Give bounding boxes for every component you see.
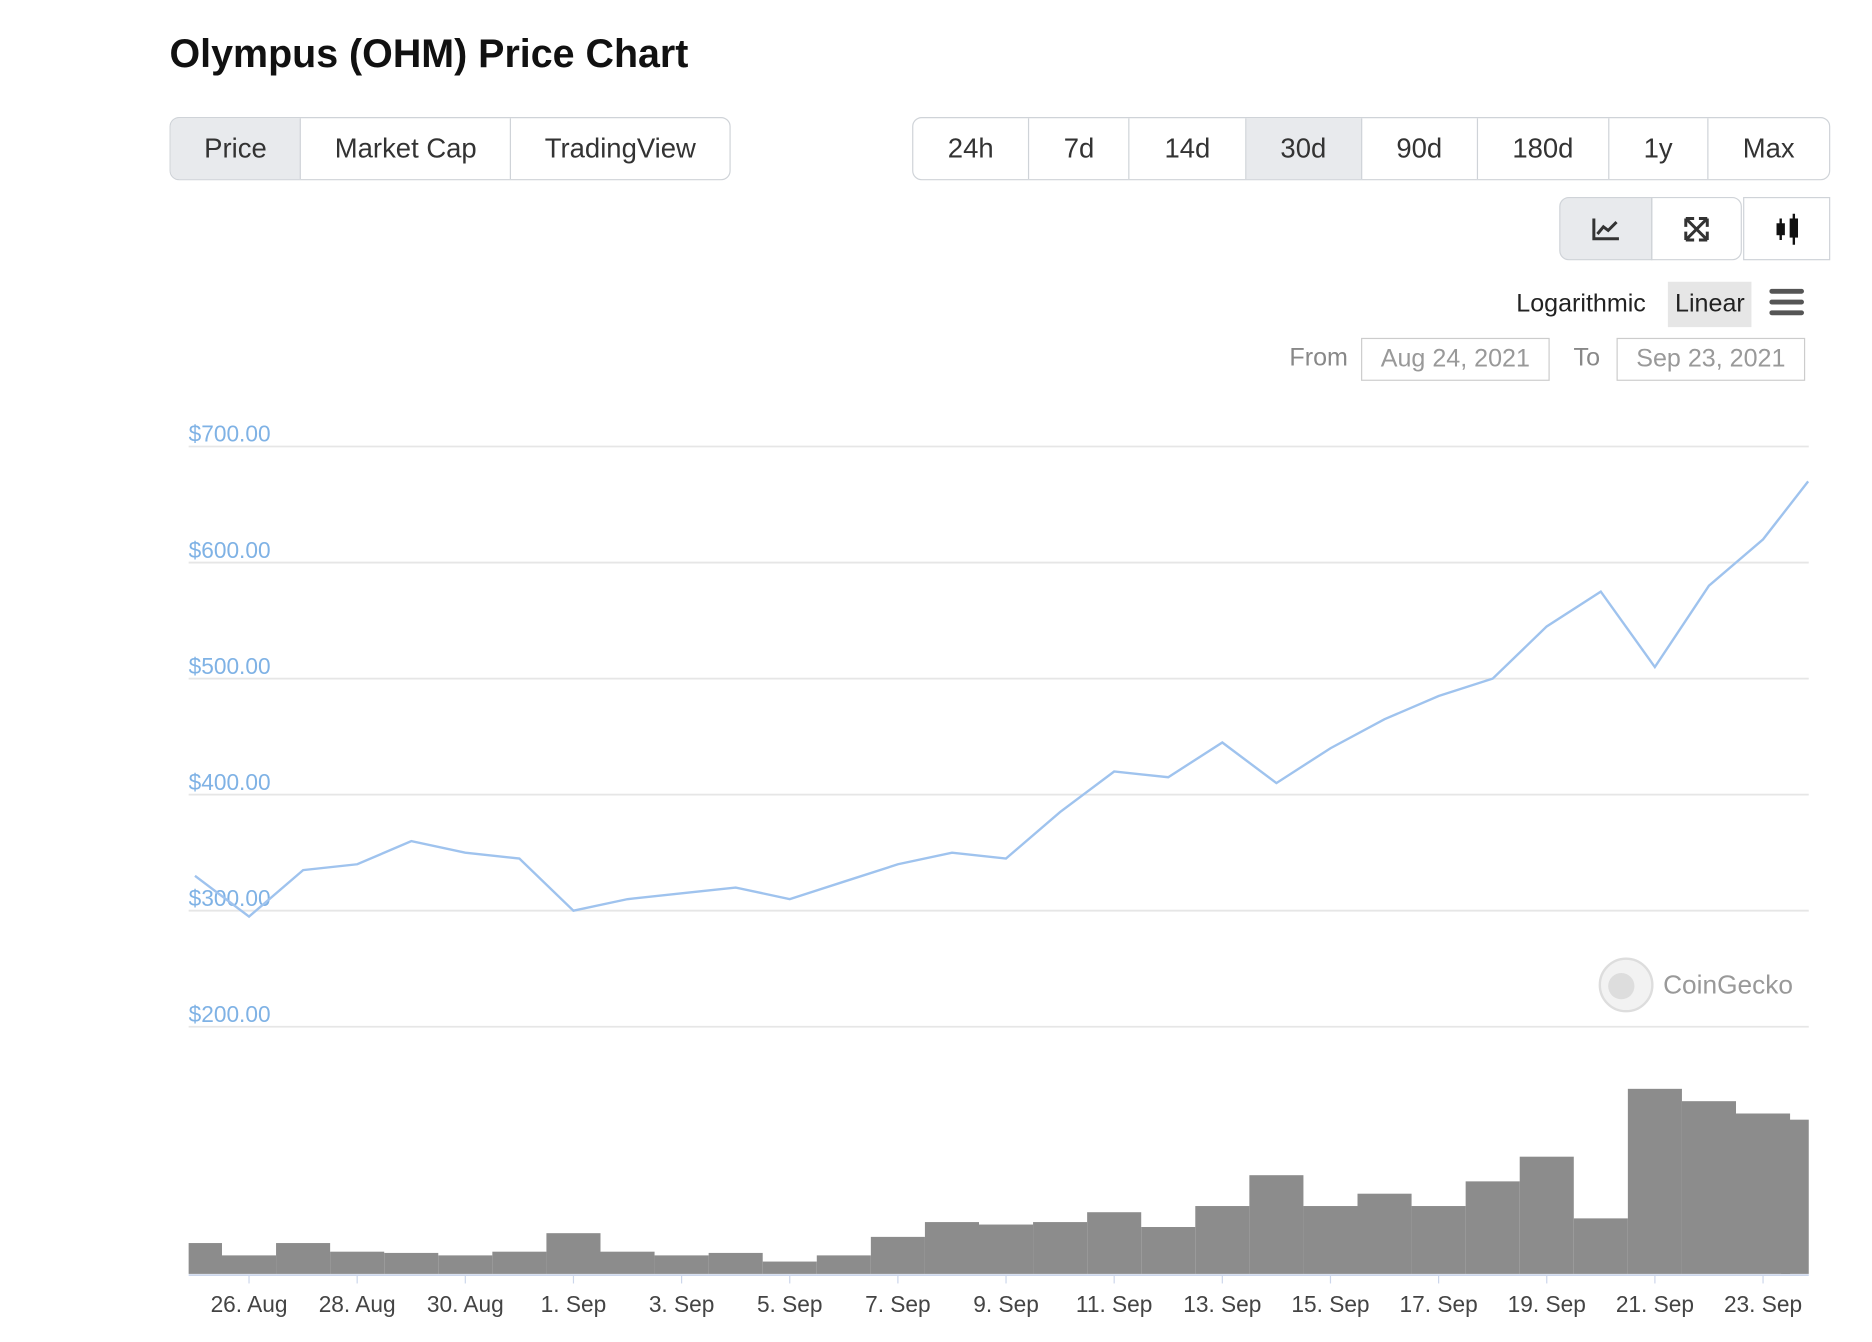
volume-bar bbox=[1573, 1218, 1628, 1274]
price-line bbox=[194, 480, 1810, 919]
y-tick-label: $500.00 bbox=[189, 653, 271, 679]
volume-bar bbox=[762, 1261, 817, 1274]
volume-bar bbox=[924, 1222, 979, 1274]
page-title: Olympus (OHM) Price Chart bbox=[169, 31, 689, 76]
range-button[interactable]: 1y bbox=[1609, 118, 1709, 180]
range-button[interactable]: 180d bbox=[1478, 118, 1610, 180]
range-group: 24h 7d 14d 30d 90d 180d 1y Max bbox=[912, 117, 1831, 181]
volume-bar bbox=[1681, 1101, 1737, 1274]
x-tick-label: 17. Sep bbox=[1400, 1291, 1478, 1317]
volume-bar bbox=[1627, 1088, 1682, 1274]
x-tick-label: 11. Sep bbox=[1076, 1291, 1152, 1317]
volume-bar bbox=[708, 1252, 763, 1274]
x-tick-label: 5. Sep bbox=[757, 1291, 823, 1317]
volume-bar bbox=[438, 1255, 493, 1274]
watermark-text: CoinGecko bbox=[1663, 969, 1793, 999]
volume-bar bbox=[1303, 1206, 1358, 1274]
volume-bar bbox=[492, 1251, 547, 1274]
x-tick-label: 1. Sep bbox=[541, 1291, 607, 1317]
volume-bar bbox=[1033, 1222, 1088, 1274]
x-tick-label: 13. Sep bbox=[1183, 1291, 1261, 1317]
volume-bar bbox=[600, 1251, 655, 1274]
volume-bar bbox=[870, 1236, 925, 1274]
x-tick-label: 21. Sep bbox=[1616, 1291, 1694, 1317]
range-button[interactable]: 30d bbox=[1245, 118, 1362, 180]
volume-bar bbox=[654, 1255, 709, 1274]
range-button[interactable]: 90d bbox=[1362, 118, 1478, 180]
x-tick-label: 19. Sep bbox=[1508, 1291, 1586, 1317]
scale-button[interactable]: Logarithmic bbox=[1516, 290, 1646, 318]
line-icon bbox=[1592, 217, 1619, 240]
x-tick-label: 15. Sep bbox=[1291, 1291, 1369, 1317]
x-tick-label: 23. Sep bbox=[1724, 1291, 1802, 1317]
volume-bar bbox=[546, 1233, 601, 1274]
watermark: CoinGecko bbox=[1598, 957, 1793, 1013]
tab-button[interactable]: TradingView bbox=[544, 132, 696, 164]
range-button[interactable]: 7d bbox=[1029, 118, 1130, 180]
y-tick-label: $300.00 bbox=[189, 885, 271, 911]
y-tick-label: $600.00 bbox=[189, 537, 271, 563]
volume-bar bbox=[1465, 1181, 1520, 1274]
x-tick-label: 26. Aug bbox=[211, 1291, 288, 1317]
candlestick-button[interactable] bbox=[1743, 196, 1831, 261]
tab-group: Price Market Cap TradingView bbox=[169, 117, 731, 181]
volume-bar bbox=[1087, 1212, 1142, 1274]
x-tick-label: 3. Sep bbox=[649, 1291, 715, 1317]
volume-bar bbox=[188, 1243, 222, 1274]
x-tick-label: 28. Aug bbox=[319, 1291, 396, 1317]
line-chart-button[interactable] bbox=[1559, 196, 1653, 261]
volume-bar bbox=[1141, 1227, 1196, 1274]
to-label: To bbox=[1573, 343, 1601, 372]
x-tick-label: 7. Sep bbox=[865, 1291, 931, 1317]
expand-icon bbox=[1684, 216, 1709, 241]
volume-bar bbox=[1195, 1206, 1250, 1274]
expand-button[interactable] bbox=[1651, 196, 1742, 261]
scale-button[interactable]: Linear bbox=[1667, 281, 1752, 328]
volume-bar bbox=[1781, 1119, 1809, 1274]
tab-button[interactable]: Price bbox=[170, 118, 302, 180]
volume-bar bbox=[221, 1255, 277, 1274]
volume-bar bbox=[330, 1251, 385, 1274]
volume-bar bbox=[1411, 1206, 1466, 1274]
volume-bar bbox=[1519, 1156, 1574, 1274]
volume-bar bbox=[384, 1252, 439, 1274]
volume-bar bbox=[1249, 1175, 1304, 1274]
y-tick-label: $400.00 bbox=[189, 769, 271, 795]
from-label: From bbox=[1289, 343, 1348, 372]
tab-button[interactable]: Market Cap bbox=[301, 118, 512, 180]
from-date[interactable]: Aug 24, 2021 bbox=[1361, 337, 1550, 381]
candle-icon bbox=[1775, 213, 1798, 245]
watermark-logo-face bbox=[1608, 973, 1635, 1000]
x-tick-label: 9. Sep bbox=[973, 1291, 1039, 1317]
menu-icon[interactable] bbox=[1769, 288, 1805, 317]
volume-bar bbox=[276, 1243, 331, 1274]
y-tick-label: $700.00 bbox=[189, 421, 271, 447]
volume-bar bbox=[1357, 1193, 1412, 1274]
range-button[interactable]: 14d bbox=[1130, 118, 1246, 180]
volume-bar bbox=[816, 1255, 871, 1274]
range-button[interactable]: Max bbox=[1742, 132, 1795, 164]
y-tick-label: $200.00 bbox=[189, 1001, 271, 1027]
x-tick-label: 30. Aug bbox=[427, 1291, 504, 1317]
volume-bar bbox=[978, 1224, 1034, 1274]
range-button[interactable]: 24h bbox=[913, 118, 1030, 180]
to-date[interactable]: Sep 23, 2021 bbox=[1616, 337, 1806, 381]
